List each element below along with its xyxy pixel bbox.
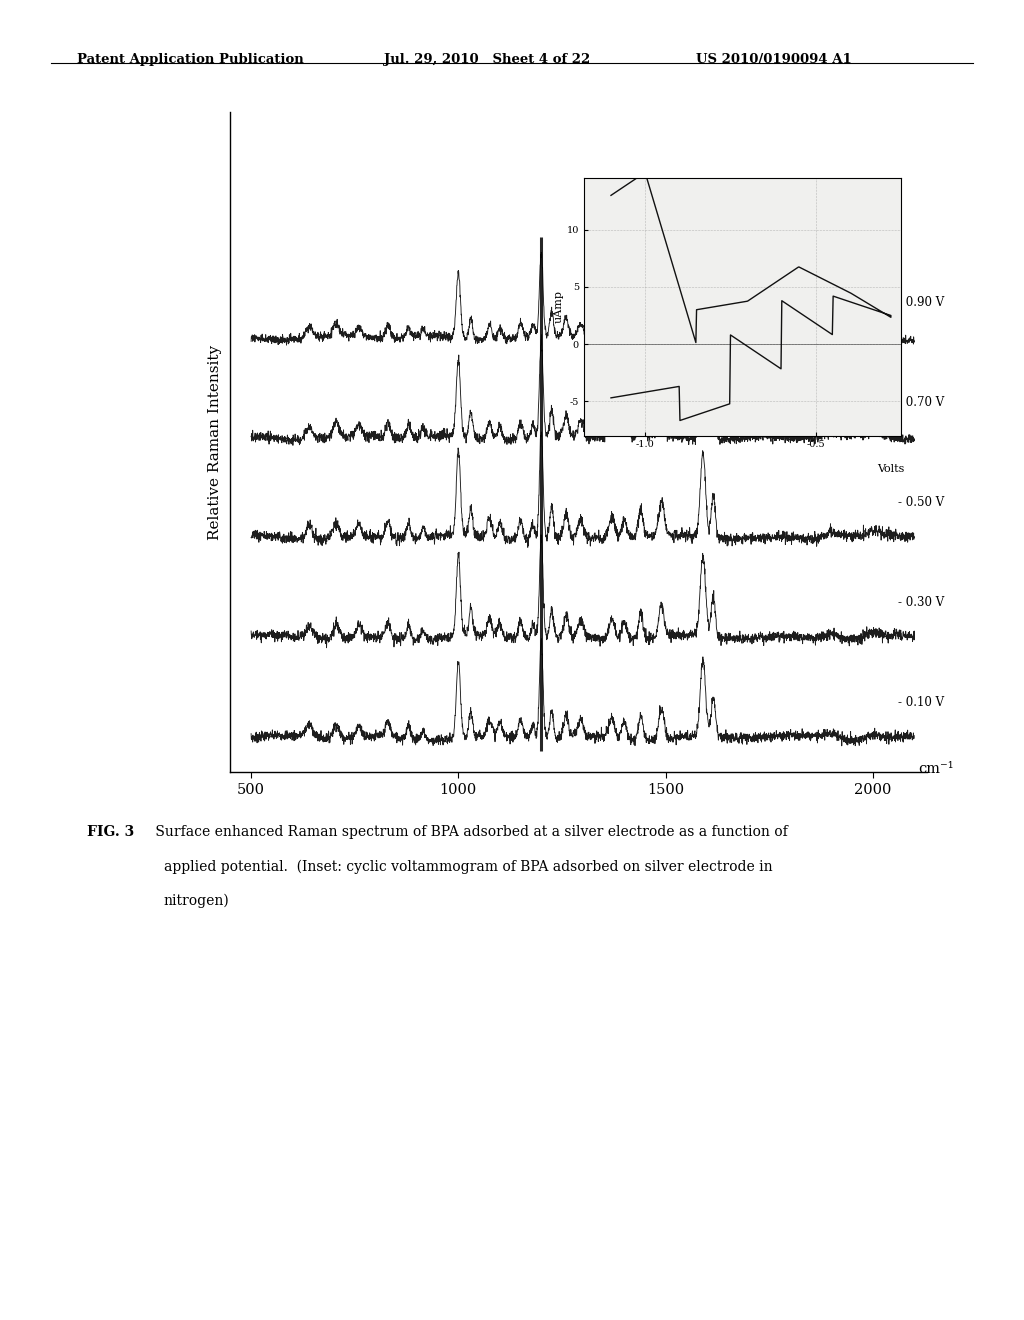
Text: - 0.50 V: - 0.50 V [898,496,944,510]
Text: cm⁻¹: cm⁻¹ [919,763,954,776]
Text: - 0.10 V: - 0.10 V [898,696,944,709]
Text: - 0.90 V: - 0.90 V [898,296,944,309]
Text: - 0.30 V: - 0.30 V [898,597,944,610]
Y-axis label: Relative Raman Intensity: Relative Raman Intensity [208,345,222,540]
Y-axis label: uAmp: uAmp [554,290,563,323]
Text: - 0.70 V: - 0.70 V [898,396,944,409]
Text: Surface enhanced Raman spectrum of BPA adsorbed at a silver electrode as a funct: Surface enhanced Raman spectrum of BPA a… [151,825,787,840]
Text: nitrogen): nitrogen) [164,894,229,908]
Text: Jul. 29, 2010   Sheet 4 of 22: Jul. 29, 2010 Sheet 4 of 22 [384,53,590,66]
Text: applied potential.  (Inset: cyclic voltammogram of BPA adsorbed on silver electr: applied potential. (Inset: cyclic voltam… [164,859,772,874]
Text: US 2010/0190094 A1: US 2010/0190094 A1 [696,53,852,66]
Text: FIG. 3: FIG. 3 [87,825,134,840]
Text: Volts: Volts [878,465,904,474]
Text: Patent Application Publication: Patent Application Publication [77,53,303,66]
